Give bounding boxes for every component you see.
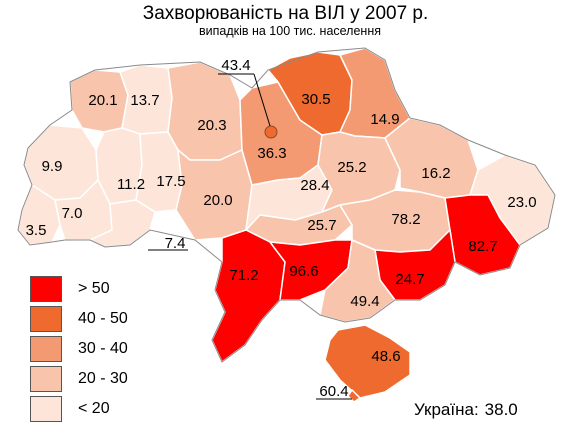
ukraine-total-value: 38.0 [484,400,518,419]
kyiv-city-leader-line [253,73,271,127]
legend-label: 30 - 40 [78,340,128,357]
label-rivne: 13.7 [130,92,159,109]
map-subtitle: випадків на 100 тис. населення [198,24,382,38]
legend-label: < 20 [78,400,110,417]
legend-label: > 50 [78,280,110,297]
label-ternopil: 11.2 [117,176,145,193]
label-crimea: 48.6 [371,348,400,365]
ukraine-total: Україна: 38.0 [414,400,524,420]
legend-item-30-40: 30 - 40 [30,336,190,364]
label-sumy: 14.9 [370,111,399,128]
legend-item-lt20: < 20 [30,396,190,424]
legend-label: 40 - 50 [78,310,128,327]
label-luhansk: 23.0 [507,194,536,211]
region-kharkiv [384,117,479,199]
label-kyiv-oblast: 36.3 [257,145,286,162]
label-odesa: 71.2 [229,267,258,284]
label-donetsk: 82.7 [468,238,497,255]
label-kyiv-city: 43.4 [221,57,250,74]
label-chernihiv: 30.5 [301,91,330,108]
legend-item-40-50: 40 - 50 [30,306,190,334]
label-kharkiv: 16.2 [421,165,450,182]
label-poltava: 25.2 [337,159,366,176]
region-zhytomyr [167,61,243,161]
label-ivano-frankivsk: 7.0 [62,205,83,222]
label-kherson: 49.4 [350,293,379,310]
label-zaporizhzhia: 24.7 [395,271,424,288]
ukraine-total-label: Україна: [414,400,479,419]
legend-swatch [30,336,62,362]
label-dnipropetrovsk: 78.2 [391,211,420,228]
label-khmelnytskyi: 17.5 [156,173,185,190]
region-odesa [211,229,286,363]
map-title: Захворюваність на ВІЛ у 2007 р. [142,3,429,24]
label-chernivtsi: 7.4 [165,235,186,252]
legend-item-20-30: 20 - 30 [30,366,190,394]
legend-swatch [30,366,62,392]
label-volyn: 20.1 [88,92,117,109]
legend-label: 20 - 30 [78,370,128,387]
label-cherkasy: 28.4 [300,177,329,194]
label-zhytomyr: 20.3 [197,117,226,134]
label-vinnytsia: 20.0 [203,192,232,209]
kyiv-city-marker [264,125,278,139]
label-kirovohrad: 25.7 [307,217,336,234]
legend-swatch [30,306,62,332]
country-outline [17,47,556,363]
legend-swatch [30,396,62,422]
legend-swatch [30,276,62,302]
label-sevastopol: 60.4 [319,383,348,400]
label-mykolaiv: 96.6 [289,263,318,280]
region-crimea [324,324,411,399]
label-lviv: 9.9 [42,158,63,175]
label-zakarpattia: 3.5 [26,222,47,239]
legend-item-gt50: > 50 [30,276,190,304]
